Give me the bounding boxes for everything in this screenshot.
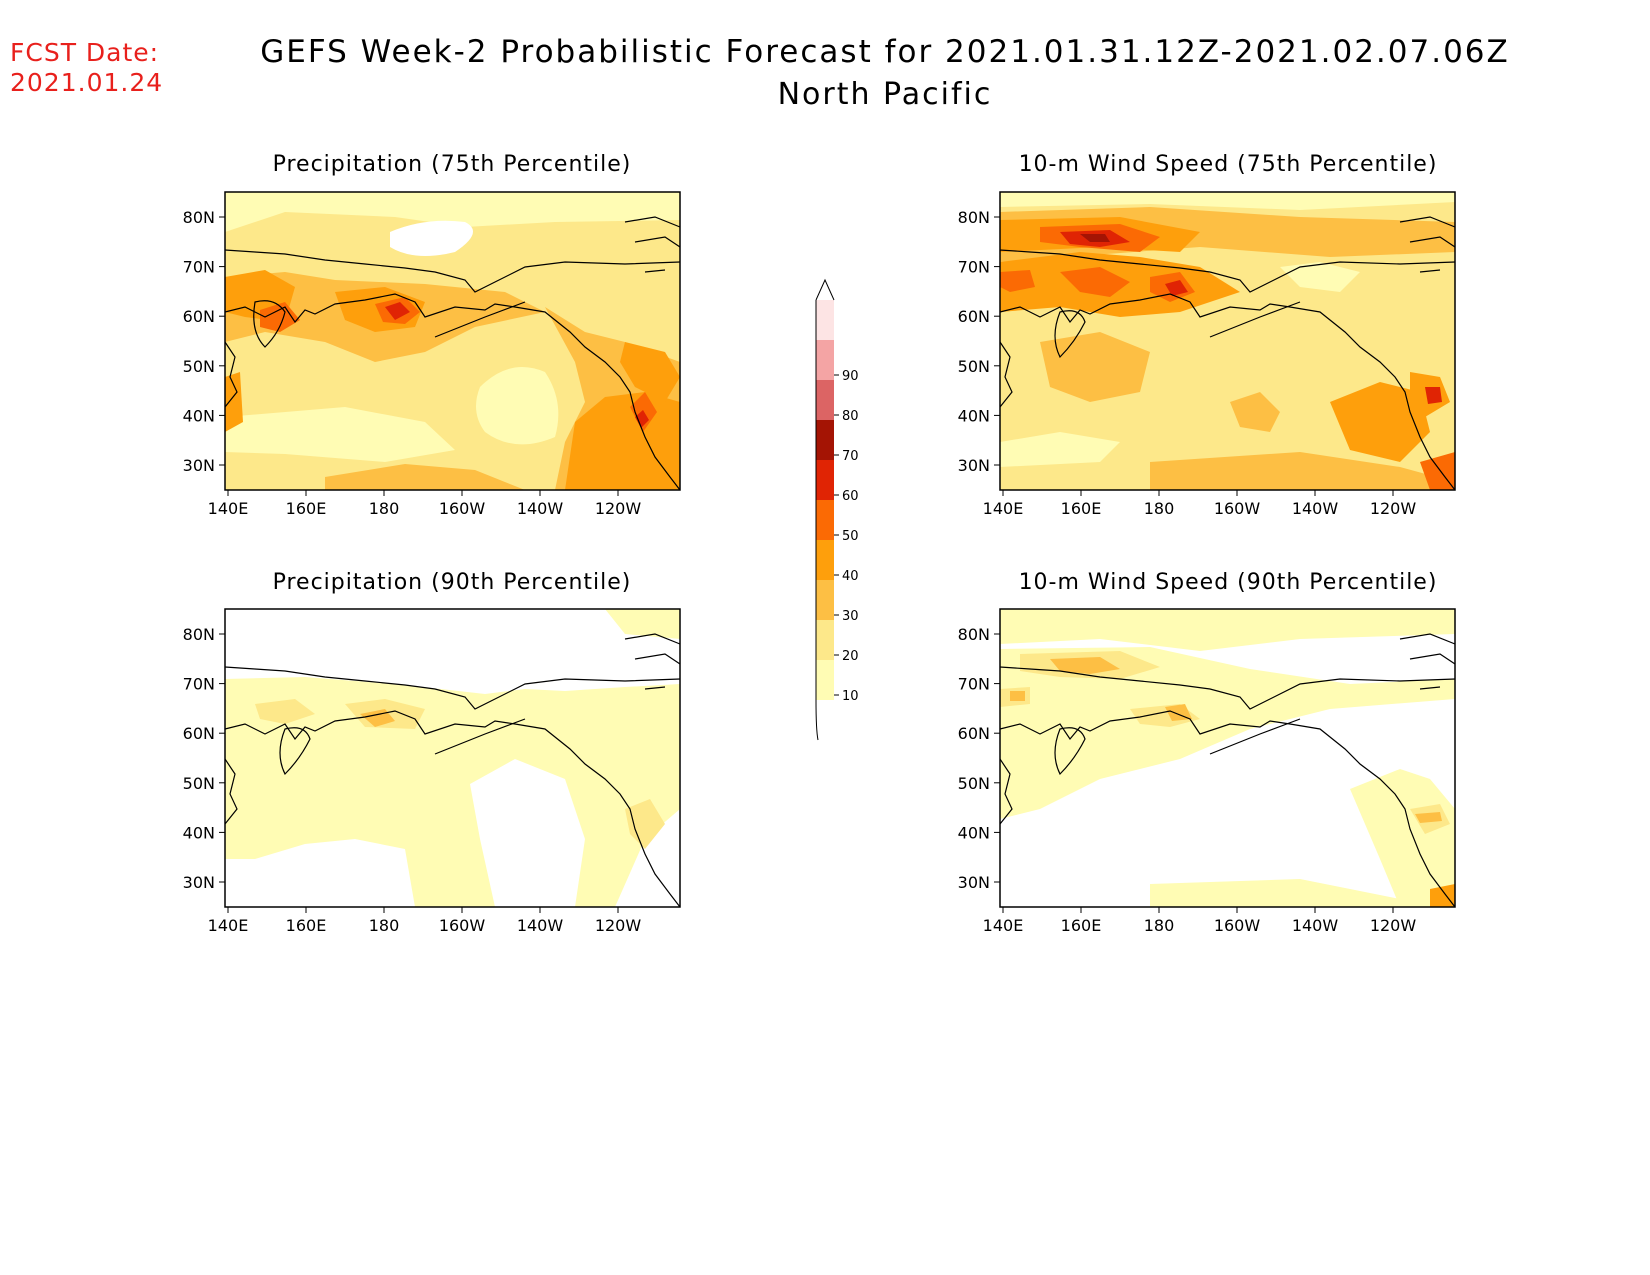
colorbar-swatch — [816, 540, 834, 580]
panel-title-precip90: Precipitation (90th Percentile) — [272, 570, 632, 595]
coastlines — [999, 216, 1456, 491]
y-tick-label: 80N — [183, 208, 215, 227]
y-tick-label: 70N — [958, 258, 990, 277]
y-tick-label: 70N — [958, 675, 990, 694]
colorbar-swatch — [816, 620, 834, 660]
colorbar-label: 80 — [842, 409, 859, 424]
colorbar-swatch — [816, 380, 834, 420]
coastlines — [999, 633, 1456, 908]
y-tick-label: 60N — [958, 307, 990, 326]
x-tick-label: 120W — [1370, 916, 1417, 935]
y-tick-label: 30N — [183, 873, 215, 892]
region-subtitle: North Pacific — [777, 77, 993, 112]
colorbar-swatch — [816, 460, 834, 500]
precipitation-contours — [225, 609, 680, 907]
panel-title-wind90: 10-m Wind Speed (90th Percentile) — [1018, 570, 1438, 595]
y-tick-label: 70N — [183, 258, 215, 277]
fcst-date-value: 2021.01.24 — [10, 68, 164, 97]
x-tick-label: 180 — [369, 916, 400, 935]
axis-ticks: 140E 160E 180 160W 140W 120W 80N 70N 60N 50N 40N 30… — [183, 208, 642, 518]
y-tick-label: 70N — [183, 675, 215, 694]
y-tick-label: 80N — [958, 625, 990, 644]
map-wind75: 140E 160E 180 160W 140W 120W 80N 70N 60N 50N 40N 30… — [958, 191, 1456, 518]
panel-title-precip75: Precipitation (75th Percentile) — [272, 152, 632, 177]
y-tick-label: 60N — [183, 724, 215, 743]
map-frame — [224, 191, 681, 491]
y-tick-label: 60N — [958, 724, 990, 743]
map-precip90: 140E 160E 180 160W 140W 120W 80N 70N 60N 50N 40N 30… — [183, 608, 681, 935]
colorbar-bottom-cap — [815, 699, 819, 741]
colorbar-swatch — [816, 340, 834, 380]
colorbar-label: 50 — [842, 529, 859, 544]
map-frame — [224, 608, 681, 908]
colorbar-top-cap — [815, 278, 835, 301]
coastlines — [224, 216, 681, 491]
forecast-date-block: FCST Date: 2021.01.24 — [10, 38, 163, 98]
x-tick-label: 140E — [208, 499, 249, 518]
colorbar-label: 70 — [842, 449, 859, 464]
y-tick-label: 40N — [183, 406, 215, 425]
x-tick-label: 180 — [369, 499, 400, 518]
y-tick-label: 50N — [958, 357, 990, 376]
x-tick-label: 160W — [439, 916, 486, 935]
axis-ticks: 140E 160E 180 160W 140W 120W 80N 70N 60N 50N 40N 30… — [183, 625, 642, 935]
x-tick-label: 120W — [1370, 499, 1417, 518]
colorbar-swatches: 10 20 30 40 50 60 70 80 90 — [815, 278, 859, 741]
x-tick-label: 120W — [595, 499, 642, 518]
colorbar-label: 90 — [842, 369, 859, 384]
x-tick-label: 160E — [286, 499, 327, 518]
y-tick-label: 80N — [183, 625, 215, 644]
colorbar-label: 60 — [842, 489, 859, 504]
x-tick-label: 140W — [517, 916, 564, 935]
x-tick-label: 160E — [1061, 499, 1102, 518]
x-tick-label: 160W — [1214, 916, 1261, 935]
x-tick-label: 140W — [1292, 916, 1339, 935]
y-tick-label: 50N — [183, 357, 215, 376]
y-tick-label: 40N — [958, 823, 990, 842]
y-tick-label: 80N — [958, 208, 990, 227]
wind-speed-contours — [1000, 609, 1455, 907]
x-tick-label: 180 — [1144, 499, 1175, 518]
colorbar-label: 40 — [842, 569, 859, 584]
colorbar-label: 30 — [842, 609, 859, 624]
precipitation-contours — [225, 192, 680, 490]
page-title: GEFS Week-2 Probabilistic Forecast for 2… — [260, 34, 1510, 70]
y-tick-label: 50N — [183, 774, 215, 793]
fcst-date-label: FCST Date: — [10, 38, 160, 67]
colorbar-swatch — [816, 300, 834, 340]
x-tick-label: 160W — [439, 499, 486, 518]
axis-ticks: 140E 160E 180 160W 140W 120W 80N 70N 60N 50N 40N 30… — [958, 625, 1417, 935]
colorbar-swatch — [816, 580, 834, 620]
y-tick-label: 40N — [183, 823, 215, 842]
colorbar: 10 20 30 40 50 60 70 80 90 — [815, 278, 859, 741]
y-tick-label: 40N — [958, 406, 990, 425]
y-tick-label: 60N — [183, 307, 215, 326]
y-tick-label: 50N — [958, 774, 990, 793]
x-tick-label: 180 — [1144, 916, 1175, 935]
x-tick-label: 160E — [1061, 916, 1102, 935]
y-tick-label: 30N — [183, 456, 215, 475]
x-tick-label: 140W — [517, 499, 564, 518]
colorbar-swatch — [816, 660, 834, 700]
axis-ticks: 140E 160E 180 160W 140W 120W 80N 70N 60N 50N 40N 30… — [958, 208, 1417, 518]
x-tick-label: 160E — [286, 916, 327, 935]
x-tick-label: 120W — [595, 916, 642, 935]
panel-title-wind75: 10-m Wind Speed (75th Percentile) — [1018, 152, 1438, 177]
map-wind90: 140E 160E 180 160W 140W 120W 80N 70N 60N 50N 40N 30… — [958, 608, 1456, 935]
x-tick-label: 140E — [983, 499, 1024, 518]
y-tick-label: 30N — [958, 873, 990, 892]
colorbar-swatch — [816, 420, 834, 460]
x-tick-label: 140W — [1292, 499, 1339, 518]
map-frame — [999, 608, 1456, 908]
map-frame — [999, 191, 1456, 491]
colorbar-label: 10 — [842, 689, 859, 704]
map-precip75: 140E 160E 180 160W 140W 120W 80N 70N 60N 50N 40N 30… — [183, 191, 681, 518]
colorbar-label: 20 — [842, 649, 859, 664]
coastlines — [224, 633, 681, 908]
y-tick-label: 30N — [958, 456, 990, 475]
x-tick-label: 140E — [983, 916, 1024, 935]
x-tick-label: 140E — [208, 916, 249, 935]
colorbar-swatch — [816, 500, 834, 540]
x-tick-label: 160W — [1214, 499, 1261, 518]
